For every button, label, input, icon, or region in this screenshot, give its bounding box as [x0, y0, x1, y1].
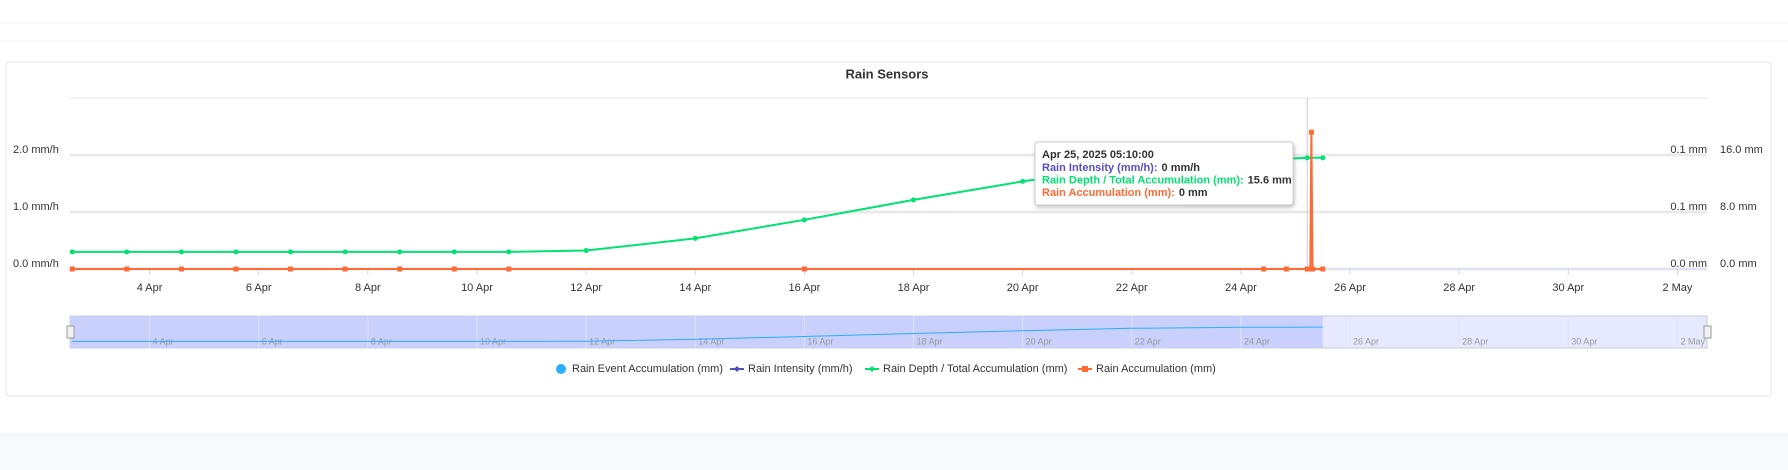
navigator-line	[72, 326, 1323, 342]
point	[124, 266, 130, 272]
x-tick-label: 28 Apr	[1443, 282, 1475, 294]
point	[342, 266, 348, 272]
y2-tick-label: 0.1 mm	[1670, 201, 1707, 213]
y-tick-label: 0.0 mm/h	[13, 258, 59, 270]
navigator-handle[interactable]	[1703, 325, 1712, 339]
y-tick-label: 2.0 mm/h	[13, 144, 59, 156]
point	[1308, 129, 1314, 135]
navigator-label: 16 Apr	[807, 336, 833, 346]
point	[1261, 266, 1267, 272]
point	[1320, 266, 1326, 272]
navigator-label: 20 Apr	[1026, 336, 1052, 346]
tooltip-label: Rain Accumulation (mm):	[1042, 187, 1175, 199]
point	[69, 249, 75, 255]
y3-tick-label: 8.0 mm	[1720, 201, 1757, 213]
point	[451, 266, 457, 272]
point	[1020, 178, 1026, 184]
tooltip-item: Rain Intensity (mm/h): 0 mm/h	[1042, 162, 1200, 174]
legend-label[interactable]: Rain Depth / Total Accumulation (mm)	[883, 363, 1067, 375]
tooltip-value: 15.6 mm	[1248, 174, 1292, 186]
y3-tick-label: 0.0 mm	[1720, 258, 1757, 270]
legend-symbol	[1082, 366, 1088, 372]
point	[506, 266, 512, 272]
point	[233, 249, 239, 255]
tooltip-item: Rain Accumulation (mm): 0 mm	[1042, 187, 1208, 199]
point	[801, 266, 807, 272]
point	[178, 266, 184, 272]
point	[1304, 266, 1310, 272]
point	[692, 235, 698, 241]
point	[124, 249, 130, 255]
x-tick-label: 4 Apr	[137, 282, 163, 294]
navigator-label: 2 May	[1680, 336, 1705, 346]
x-tick-label: 14 Apr	[679, 282, 711, 294]
point	[583, 247, 589, 253]
point	[397, 266, 403, 272]
tooltip-value: 0 mm	[1179, 187, 1208, 199]
x-tick-label: 8 Apr	[355, 282, 381, 294]
legend-label[interactable]: Rain Intensity (mm/h)	[748, 363, 853, 375]
y3-tick-label: 16.0 mm	[1720, 144, 1763, 156]
legend-symbol	[734, 366, 740, 372]
tooltip-title: Apr 25, 2025 05:10:00	[1042, 149, 1154, 161]
x-tick-label: 16 Apr	[788, 282, 820, 294]
point	[288, 266, 294, 272]
navigator-label: 26 Apr	[1353, 336, 1379, 346]
point	[233, 266, 239, 272]
navigator-handle[interactable]	[66, 325, 75, 339]
legend-label[interactable]: Rain Accumulation (mm)	[1096, 363, 1216, 375]
navigator-label: 24 Apr	[1244, 336, 1270, 346]
point	[397, 249, 403, 255]
chart-title: Rain Sensors	[845, 66, 928, 81]
y-tick-label: 1.0 mm/h	[13, 201, 59, 213]
x-tick-label: 20 Apr	[1007, 282, 1039, 294]
tooltip-label: Rain Depth / Total Accumulation (mm):	[1042, 174, 1244, 186]
point	[1304, 155, 1310, 161]
tooltip-box	[1034, 141, 1294, 206]
point	[801, 217, 807, 223]
point	[506, 249, 512, 255]
navigator-label: 28 Apr	[1462, 336, 1488, 346]
point	[178, 249, 184, 255]
tooltip-label: Rain Intensity (mm/h):	[1042, 162, 1158, 174]
x-tick-label: 22 Apr	[1116, 282, 1148, 294]
x-tick-label: 12 Apr	[570, 282, 602, 294]
point	[1283, 266, 1289, 272]
y2-tick-label: 0.0 mm	[1670, 258, 1707, 270]
point	[288, 249, 294, 255]
x-tick-label: 2 May	[1662, 282, 1692, 294]
chart-card	[5, 61, 1772, 397]
x-tick-label: 26 Apr	[1334, 282, 1366, 294]
y2-tick-label: 0.1 mm	[1670, 144, 1707, 156]
navigator-mask	[70, 316, 1323, 348]
legend-label[interactable]: Rain Event Accumulation (mm)	[572, 363, 723, 375]
point	[1320, 155, 1326, 161]
legend-symbol	[556, 364, 566, 374]
tooltip-item: Rain Depth / Total Accumulation (mm): 15.…	[1042, 174, 1292, 186]
navigator-label: 14 Apr	[698, 336, 724, 346]
tooltip-value: 0 mm/h	[1162, 162, 1201, 174]
point	[451, 249, 457, 255]
point	[69, 266, 75, 272]
x-tick-label: 24 Apr	[1225, 282, 1257, 294]
point	[1310, 266, 1316, 272]
navigator-label: 22 Apr	[1135, 336, 1161, 346]
point	[342, 249, 348, 255]
navigator-label: 18 Apr	[917, 336, 943, 346]
x-tick-label: 30 Apr	[1552, 282, 1584, 294]
legend-symbol	[869, 366, 875, 372]
x-tick-label: 10 Apr	[461, 282, 493, 294]
point	[911, 197, 917, 203]
x-tick-label: 6 Apr	[246, 282, 272, 294]
navigator-label: 30 Apr	[1571, 336, 1597, 346]
footer-band	[0, 434, 1788, 470]
x-tick-label: 18 Apr	[898, 282, 930, 294]
